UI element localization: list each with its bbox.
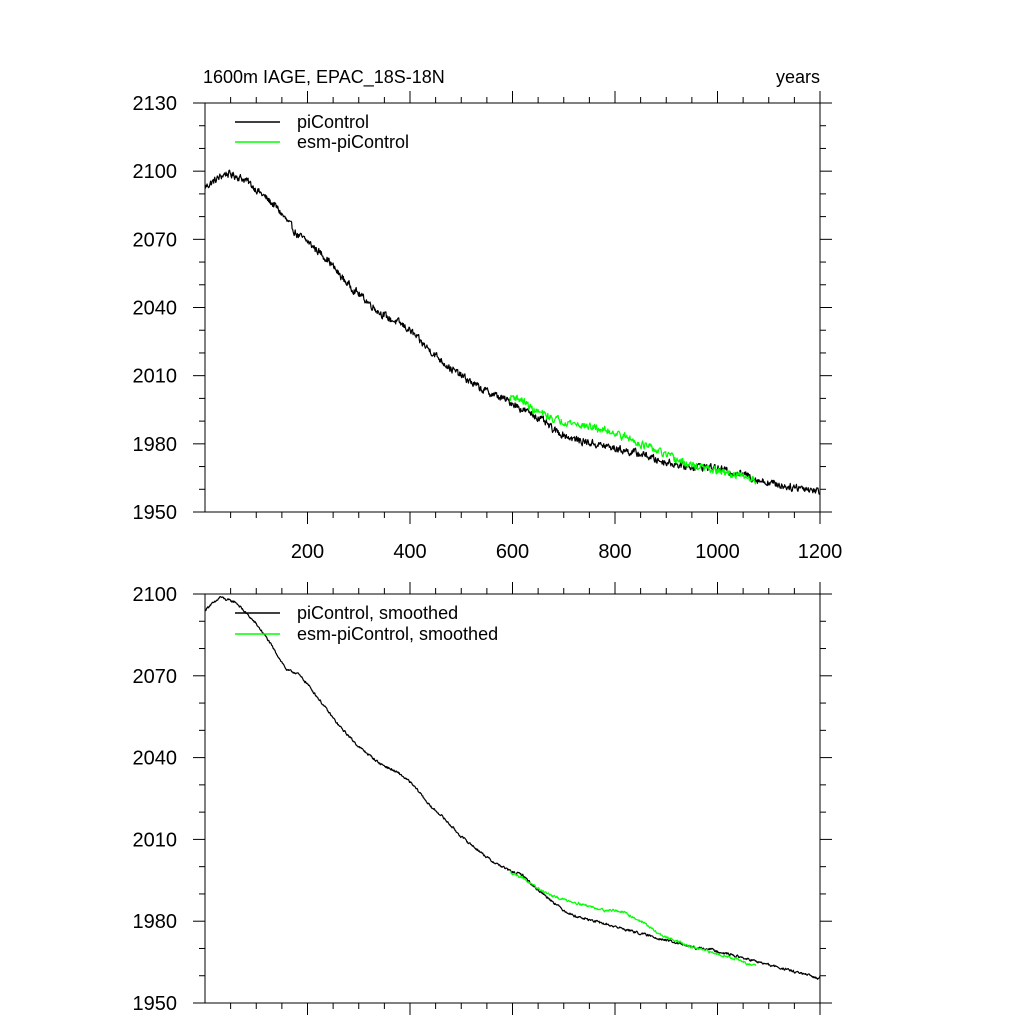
top-panel: 1600m IAGE, EPAC_18S-18N years 1950 1980 2…	[133, 67, 843, 563]
top-xtick-label-1000: 1000	[695, 541, 740, 563]
top-ytick-label-2040: 2040	[133, 298, 178, 320]
top-series-picontrol	[204, 169, 821, 495]
top-ytick-label-2010: 2010	[133, 366, 178, 388]
top-series-layer	[204, 169, 821, 495]
top-chart-title: 1600m IAGE, EPAC_18S-18N	[203, 67, 445, 88]
top-plot-frame	[204, 102, 821, 513]
bottom-axes: 1950 1980 2010 2040 2070 2100	[133, 582, 832, 1015]
legend-label-picontrol-smoothed: piControl, smoothed	[297, 603, 458, 623]
top-legend: piControl esm-piControl	[235, 112, 409, 152]
top-series-esm-picontrol	[509, 394, 757, 485]
bottom-ytick-label-1980: 1980	[133, 911, 178, 933]
top-xtick-label-600: 600	[496, 541, 529, 563]
top-xtick-label-1200: 1200	[798, 541, 843, 563]
top-ytick-label-1950: 1950	[133, 502, 178, 524]
bottom-legend: piControl, smoothed esm-piControl, smoot…	[235, 603, 498, 644]
bottom-ytick-label-2010: 2010	[133, 829, 178, 851]
top-ytick-label-2070: 2070	[133, 229, 178, 251]
top-ytick-label-1980: 1980	[133, 434, 178, 456]
top-chart-units: years	[776, 67, 820, 87]
bottom-ytick-label-2040: 2040	[133, 748, 178, 770]
bottom-panel: 1950 1980 2010 2040 2070 2100 piControl, smoo…	[133, 582, 832, 1015]
top-axes: 1950 1980 2010 2040 2070 2100 2130 200 400 600 800…	[133, 91, 843, 563]
bottom-ytick-label-1950: 1950	[133, 993, 178, 1015]
bottom-plot-frame	[204, 593, 821, 1004]
top-ytick-label-2130: 2130	[133, 93, 178, 115]
legend-label-picontrol: piControl	[297, 112, 369, 132]
legend-label-esm-picontrol: esm-piControl	[297, 132, 409, 152]
top-xtick-label-200: 200	[291, 541, 324, 563]
bottom-series-picontrol-smoothed	[204, 596, 821, 980]
bottom-series-layer	[204, 596, 821, 980]
top-ytick-label-2100: 2100	[133, 161, 178, 183]
top-xtick-label-800: 800	[598, 541, 631, 563]
bottom-series-esm-picontrol-smoothed	[509, 870, 757, 966]
top-xtick-label-400: 400	[393, 541, 426, 563]
legend-label-esm-picontrol-smoothed: esm-piControl, smoothed	[297, 624, 498, 644]
bottom-ytick-label-2070: 2070	[133, 666, 178, 688]
bottom-ytick-label-2100: 2100	[133, 584, 178, 606]
